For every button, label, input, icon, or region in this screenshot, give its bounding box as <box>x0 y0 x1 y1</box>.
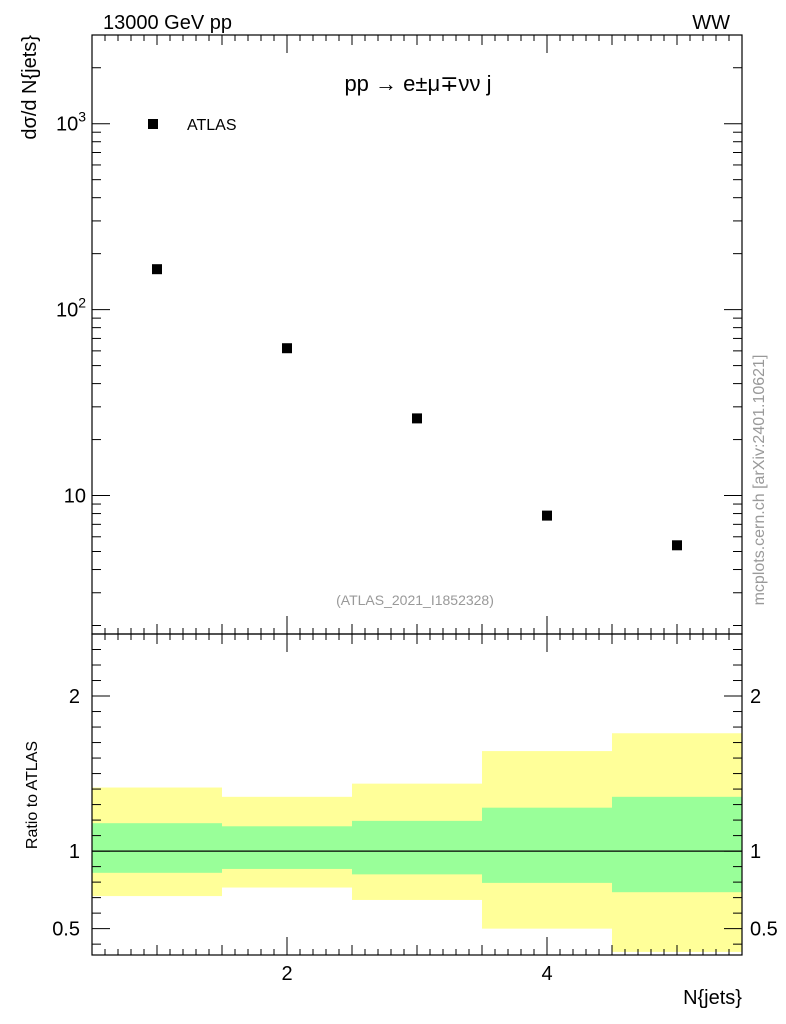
mcplots-side-label: mcplots.cern.ch [arXiv:2401.10621] <box>751 355 768 606</box>
ratio-y-tick-label-right: 1 <box>750 841 761 863</box>
energy-label: 13000 GeV pp <box>103 12 232 34</box>
main-axis-ticks <box>92 34 742 634</box>
ratio-y-tick-label-left: 1 <box>69 841 80 863</box>
ratio-bands <box>92 733 742 952</box>
ratio-y-tick-label-left: 0.5 <box>52 919 80 941</box>
y-tick-labels: 10 102 103 <box>56 109 86 508</box>
inner-band <box>222 826 352 869</box>
legend-marker <box>148 119 158 129</box>
analysis-watermark: (ATLAS_2021_I1852328) <box>336 592 494 608</box>
inner-band <box>612 796 742 893</box>
inner-band <box>92 823 222 873</box>
ratio-y-tick-label-left: 2 <box>69 686 80 708</box>
x-tick-label: 2 <box>281 963 292 985</box>
data-point <box>542 510 552 521</box>
main-panel: pp → e±μ∓νν j ATLAS (ATLAS_2021_I1852328… <box>19 34 743 635</box>
x-tick-label: 4 <box>541 963 552 985</box>
y-tick-label: 102 <box>56 295 86 322</box>
y-tick-label: 10 <box>64 486 86 508</box>
ratio-y-axis-label: Ratio to ATLAS <box>24 741 41 849</box>
inner-band <box>352 820 482 875</box>
ratio-frame <box>91 633 743 956</box>
data-points <box>152 264 682 551</box>
data-point <box>672 540 682 551</box>
y-tick-label: 103 <box>56 109 86 136</box>
ratio-y-tick-label-right: 2 <box>750 686 761 708</box>
legend-label: ATLAS <box>187 117 237 134</box>
x-axis-label: N{jets} <box>683 987 742 1009</box>
data-point <box>152 264 162 275</box>
ratio-y-tick-label-right: 0.5 <box>750 919 778 941</box>
chart-title: pp → e±μ∓νν j <box>344 71 491 96</box>
ratio-axis-ticks <box>92 634 742 955</box>
process-tag: WW <box>692 12 730 34</box>
data-point <box>412 413 422 424</box>
ratio-tick-labels: 0.5 0.5 1 1 2 2 <box>52 686 778 941</box>
data-point <box>282 343 292 354</box>
inner-band <box>482 807 612 883</box>
y-axis-label: dσ/d N{jets} <box>19 35 41 140</box>
